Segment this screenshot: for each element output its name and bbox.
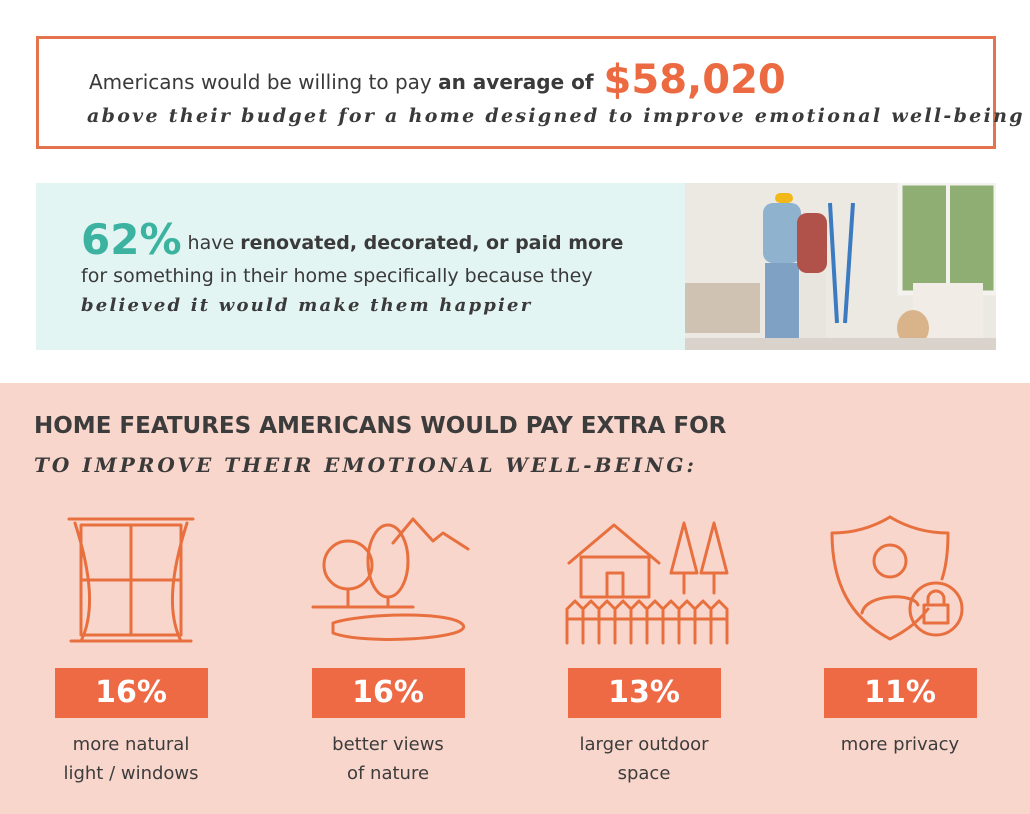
feature-percent: 13% — [567, 668, 721, 718]
label-line: larger outdoor — [579, 734, 709, 755]
amount: $58,020 — [603, 57, 786, 103]
banner-lead: Americans would be willing to pay an ave… — [89, 57, 786, 103]
feature: 16% better views of nature — [288, 513, 488, 788]
window-icon — [67, 517, 195, 643]
feature: 13% larger outdoor space — [544, 513, 744, 788]
features-section: HOME FEATURES AMERICANS WOULD PAY EXTRA … — [0, 383, 1030, 814]
stat-text: for something in their home specifically… — [81, 265, 593, 287]
feature-percent: 16% — [311, 668, 465, 718]
banner-tagline: above their budget for a home designed t… — [87, 105, 1025, 127]
feature: 11% more privacy — [800, 513, 1000, 759]
label-line: more natural — [72, 734, 190, 755]
feature-label: more natural light / windows — [31, 730, 231, 788]
features-title: HOME FEATURES AMERICANS WOULD PAY EXTRA … — [34, 413, 727, 439]
lead-emphasis: an average of — [438, 70, 594, 94]
label-line: of nature — [346, 763, 430, 784]
feature: 16% more natural light / windows — [31, 513, 231, 788]
stat-emphasis: renovated, decorated, or paid more — [240, 232, 624, 254]
nature-icon — [311, 517, 470, 641]
features-subtitle: TO IMPROVE THEIR EMOTIONAL WELL-BEING: — [34, 453, 697, 477]
stat-percent: 62% — [81, 215, 182, 264]
label-line: light / windows — [63, 763, 199, 784]
label-line: better views — [332, 734, 444, 755]
stat-tagline: believed it would make them happier — [81, 295, 533, 316]
banner: Americans would be willing to pay an ave… — [36, 36, 1022, 149]
photo — [685, 183, 996, 350]
feature-percent: 11% — [823, 668, 977, 718]
stat-line: 62% have renovated, decorated, or paid mo… — [81, 215, 623, 264]
privacy-icon — [830, 515, 964, 641]
outdoor-icon — [565, 521, 729, 645]
stat-text: have — [187, 232, 235, 254]
label-line: more privacy — [840, 734, 960, 755]
stat-panel: 62% have renovated, decorated, or paid mo… — [36, 183, 686, 350]
label-line: space — [617, 763, 671, 784]
feature-label: more privacy — [800, 730, 1000, 759]
feature-label: better views of nature — [288, 730, 488, 788]
feature-percent: 16% — [54, 668, 208, 718]
feature-label: larger outdoor space — [544, 730, 744, 788]
lead-text: Americans would be willing to pay — [89, 70, 432, 94]
